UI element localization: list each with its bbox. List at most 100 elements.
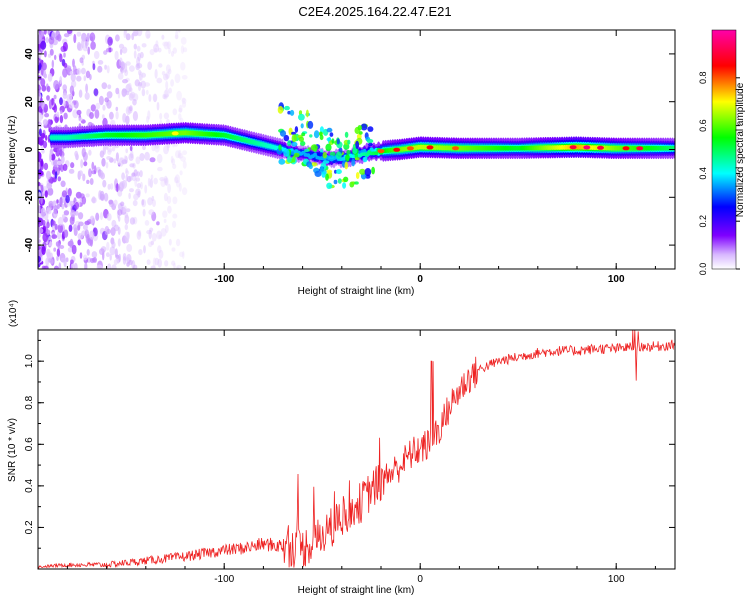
heatmap-branch-blob: [292, 155, 296, 163]
heatmap-noise-blob: [146, 115, 150, 124]
heatmap-noise-blob: [142, 208, 146, 217]
heatmap-branch-blob: [366, 139, 374, 144]
heatmap-noise-blob: [119, 48, 123, 55]
heatmap-noise-blob: [89, 74, 92, 81]
heatmap-noise-blob: [48, 236, 52, 241]
heatmap-noise-blob: [84, 92, 90, 100]
heatmap-noise-blob: [116, 182, 119, 193]
heatmap-noise-blob: [63, 52, 66, 58]
heatmap-branch-blob: [344, 131, 349, 138]
heatmap-noise-blob: [81, 196, 87, 205]
heatmap-branch-blob: [319, 131, 323, 136]
heatmap-noise-blob: [38, 255, 41, 263]
heatmap-branch-blob: [354, 181, 359, 185]
heatmap-noise-blob: [40, 207, 46, 218]
heatmap-noise-blob: [181, 98, 187, 104]
heatmap-noise-blob: [107, 183, 111, 190]
heatmap-noise-blob: [164, 88, 170, 98]
heatmap-noise-blob: [149, 227, 154, 232]
heatmap-hot-spot: [583, 145, 591, 150]
heatmap-noise-blob: [141, 88, 146, 97]
heatmap-noise-blob: [45, 135, 48, 141]
heatmap-noise-blob: [172, 220, 177, 228]
heatmap-x-tick-label: 0: [417, 274, 423, 285]
heatmap-noise-blob: [172, 213, 178, 219]
heatmap-noise-blob: [123, 30, 127, 38]
heatmap-noise-blob: [38, 204, 41, 214]
heatmap-noise-blob: [83, 161, 88, 167]
heatmap-ridge: [49, 122, 675, 169]
heatmap-noise-blob: [76, 67, 82, 75]
heatmap-branch-blob: [300, 123, 304, 129]
heatmap-noise-blob: [80, 67, 86, 75]
heatmap-noise-blob: [74, 210, 79, 216]
heatmap-noise-blob: [56, 146, 63, 154]
heatmap-noise-blob: [74, 150, 79, 158]
heatmap-noise-blob: [38, 34, 42, 45]
heatmap-ridge-mark: [374, 151, 379, 156]
heatmap-noise-blob: [51, 234, 58, 239]
heatmap-noise-blob: [111, 264, 117, 269]
snr-y-axis-label: SNR (10 * v/v): [7, 418, 18, 482]
heatmap-noise-blob: [78, 221, 84, 227]
heatmap-branch-blob: [307, 120, 314, 129]
heatmap-noise-blob: [160, 228, 167, 237]
heatmap-noise-blob: [46, 229, 51, 236]
heatmap-noise-blob: [42, 119, 49, 126]
heatmap-y-tick-label: -20: [24, 190, 35, 205]
heatmap-noise-blob: [94, 109, 100, 119]
heatmap-noise-blob: [92, 63, 96, 71]
heatmap-noise-blob: [49, 252, 53, 259]
heatmap-noise-blob: [82, 45, 88, 52]
heatmap-noise-blob: [148, 94, 152, 102]
heatmap-noise-blob: [125, 61, 131, 66]
heatmap-branch-blob: [325, 143, 332, 152]
heatmap-noise-blob: [48, 200, 54, 207]
heatmap-noise-blob: [46, 85, 51, 93]
heatmap-hot-spot: [622, 146, 630, 151]
heatmap-branch-blob: [291, 141, 298, 147]
heatmap-noise-blob: [63, 112, 68, 120]
heatmap-noise-blob: [109, 183, 114, 190]
heatmap-noise-blob: [133, 43, 137, 50]
heatmap-branch-blob: [335, 169, 342, 175]
heatmap-branch-blob: [328, 155, 335, 160]
heatmap-noise-blob: [101, 157, 106, 167]
heatmap-noise-blob: [44, 50, 47, 58]
heatmap-noise-blob: [164, 178, 168, 186]
heatmap-hot-spots: [171, 131, 644, 154]
heatmap-branch-blob: [278, 158, 286, 165]
heatmap-noise-blob: [69, 85, 75, 95]
heatmap-noise-blob: [147, 110, 151, 120]
heatmap-noise-blob: [132, 111, 138, 121]
snr-plot-area: [38, 330, 675, 569]
heatmap-branch-blob: [308, 164, 313, 169]
heatmap-noise-blob: [148, 241, 153, 248]
heatmap-noise-blob: [95, 212, 100, 221]
heatmap-noise-blob: [78, 117, 83, 122]
heatmap-noise-blob: [125, 168, 128, 174]
heatmap-noise-blob: [38, 174, 41, 180]
heatmap-noise-blob: [109, 253, 112, 261]
heatmap-noise-blob: [117, 226, 121, 235]
heatmap-y-tick-label: 40: [24, 48, 35, 60]
heatmap-noise-blob: [129, 91, 136, 99]
heatmap-noise-blob: [89, 32, 96, 42]
heatmap-noise-blob: [178, 149, 182, 159]
heatmap-noise-blob: [42, 140, 48, 149]
heatmap-noise-blob: [97, 60, 104, 65]
heatmap-noise-blob: [59, 76, 63, 85]
heatmap-noise-blob: [56, 255, 59, 261]
heatmap-branch-blob: [371, 166, 375, 175]
heatmap-noise-blob: [117, 190, 123, 197]
heatmap-noise-blob: [163, 73, 169, 81]
heatmap-branch-blob: [347, 139, 351, 145]
heatmap-y-tick-label: 20: [24, 96, 35, 108]
heatmap-noise-blob: [70, 73, 76, 82]
heatmap-noise-blob: [138, 249, 143, 256]
heatmap-noise-blob: [153, 177, 158, 185]
heatmap-noise-blob: [162, 210, 168, 218]
heatmap-noise-blob: [122, 113, 127, 123]
heatmap-hot-spot: [569, 145, 577, 150]
heatmap-branch-blob: [343, 176, 349, 183]
